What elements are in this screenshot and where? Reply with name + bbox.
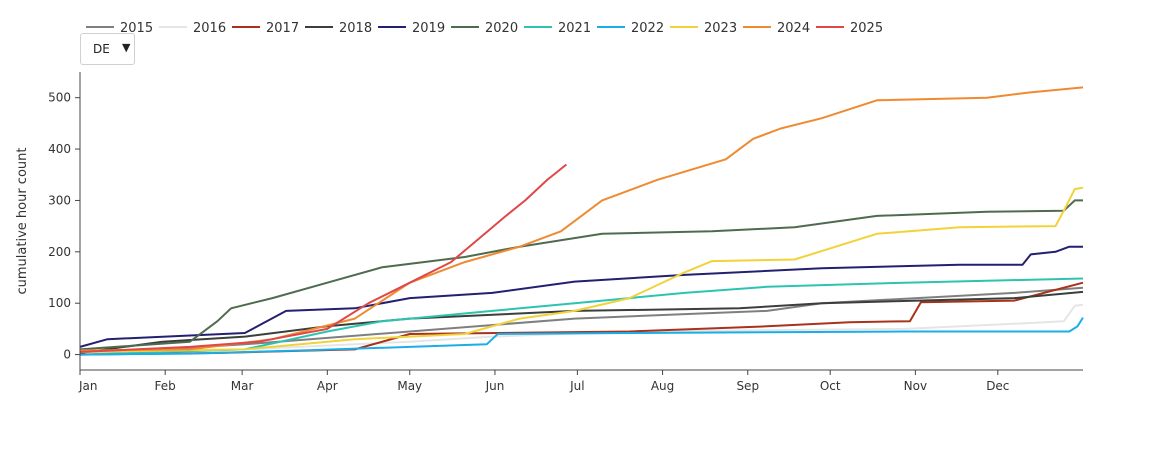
legend-label: 2015 bbox=[120, 21, 153, 36]
x-tick-label: Mar bbox=[231, 379, 254, 393]
legend-item-2017[interactable]: 2017 bbox=[232, 21, 299, 36]
series-line-2023 bbox=[79, 186, 1084, 353]
legend-label: 2021 bbox=[558, 21, 591, 36]
series-line-2022 bbox=[79, 317, 1084, 356]
legend-item-2020[interactable]: 2020 bbox=[451, 21, 518, 36]
legend-label: 2019 bbox=[412, 21, 445, 36]
legend-label: 2022 bbox=[631, 21, 664, 36]
legend-label: 2025 bbox=[850, 21, 883, 36]
legend-item-2025[interactable]: 2025 bbox=[816, 21, 883, 36]
legend[interactable]: 2015 2016 2017 2018 2019 2020 2021 2022 2023 2024… bbox=[86, 21, 883, 36]
series-line-2021 bbox=[79, 277, 1084, 356]
y-tick-label: 400 bbox=[48, 142, 71, 156]
x-tick-label: Jul bbox=[569, 379, 584, 393]
x-tick-label: Sep bbox=[736, 379, 759, 393]
x-tick-label: Jun bbox=[485, 379, 505, 393]
chevron-down-icon: ▼ bbox=[122, 41, 131, 54]
axes: cumulative hour count 0 100 200 300 400 500 Ja… bbox=[15, 72, 1083, 393]
legend-label: 2024 bbox=[777, 21, 810, 36]
x-tick-label: Feb bbox=[155, 379, 176, 393]
region-dropdown[interactable]: DE ▼ bbox=[80, 33, 135, 65]
y-tick-label: 200 bbox=[48, 245, 71, 259]
y-tick-label: 100 bbox=[48, 296, 71, 310]
series-line-2015 bbox=[79, 286, 1084, 353]
y-tick-label: 500 bbox=[48, 91, 71, 105]
legend-item-2016[interactable]: 2016 bbox=[159, 21, 226, 36]
legend-label: 2018 bbox=[339, 21, 372, 36]
legend-item-2015[interactable]: 2015 bbox=[86, 21, 153, 36]
series-line-2018 bbox=[79, 290, 1084, 354]
legend-item-2023[interactable]: 2023 bbox=[670, 21, 737, 36]
plot-area bbox=[79, 86, 1084, 356]
series-line-2019 bbox=[79, 245, 1083, 348]
y-axis-title: cumulative hour count bbox=[15, 148, 30, 295]
legend-label: 2023 bbox=[704, 21, 737, 36]
legend-label: 2020 bbox=[485, 21, 518, 36]
y-tick-label: 0 bbox=[63, 348, 71, 362]
x-tick-label: Dec bbox=[986, 379, 1009, 393]
legend-item-2022[interactable]: 2022 bbox=[597, 21, 664, 36]
x-tick-label: Oct bbox=[820, 379, 841, 393]
legend-label: 2016 bbox=[193, 21, 226, 36]
y-tick-label: 300 bbox=[48, 193, 71, 207]
legend-item-2018[interactable]: 2018 bbox=[305, 21, 372, 36]
x-tick-label: Aug bbox=[651, 379, 674, 393]
series-line-2016 bbox=[79, 303, 1084, 355]
legend-item-2021[interactable]: 2021 bbox=[524, 21, 591, 36]
x-tick-label: Nov bbox=[904, 379, 927, 393]
legend-item-2019[interactable]: 2019 bbox=[378, 21, 445, 36]
legend-item-2024[interactable]: 2024 bbox=[743, 21, 810, 36]
x-tick-label: Apr bbox=[317, 379, 338, 393]
legend-label: 2017 bbox=[266, 21, 299, 36]
x-tick-label: Jan bbox=[78, 379, 98, 393]
series-line-2024 bbox=[79, 86, 1084, 352]
x-tick-label: May bbox=[397, 379, 422, 393]
series-line-2025 bbox=[79, 163, 568, 353]
region-dropdown-value: DE bbox=[93, 42, 110, 56]
